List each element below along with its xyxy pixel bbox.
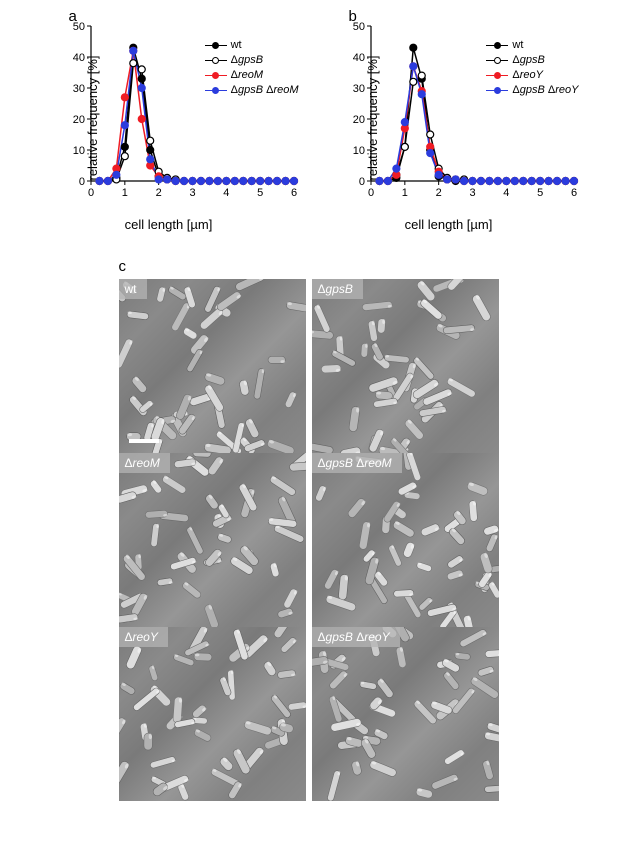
svg-text:3: 3 bbox=[469, 187, 475, 199]
svg-text:2: 2 bbox=[155, 187, 161, 199]
legend-item-wt: wt bbox=[205, 38, 299, 53]
svg-text:4: 4 bbox=[223, 187, 229, 199]
svg-text:30: 30 bbox=[72, 83, 84, 95]
sem-row: ΔreoY bbox=[119, 627, 499, 801]
svg-text:10: 10 bbox=[72, 145, 84, 157]
legend-a: wtΔgpsBΔreoMΔgpsB ΔreoM bbox=[205, 38, 299, 98]
svg-text:1: 1 bbox=[121, 187, 127, 199]
svg-text:10: 10 bbox=[352, 145, 364, 157]
chart-b-xlabel: cell length [µm] bbox=[405, 217, 493, 232]
svg-text:6: 6 bbox=[570, 187, 576, 199]
sem-bacteria-4 bbox=[119, 627, 306, 801]
svg-text:6: 6 bbox=[290, 187, 296, 199]
sem-grid: wt bbox=[119, 279, 499, 801]
scale-bar bbox=[129, 439, 159, 443]
legend-item-dreoY: ΔreoY bbox=[486, 68, 578, 83]
sem-bacteria-2 bbox=[119, 453, 306, 627]
svg-text:40: 40 bbox=[352, 52, 364, 64]
sem-label-1: ΔgpsB bbox=[312, 279, 363, 299]
legend-item-dgpsB: ΔgpsB bbox=[486, 53, 578, 68]
legend-item-dgpsB: ΔgpsB bbox=[205, 53, 299, 68]
chart-a-xlabel: cell length [µm] bbox=[125, 217, 213, 232]
svg-text:0: 0 bbox=[358, 176, 364, 188]
svg-text:50: 50 bbox=[72, 21, 84, 33]
legend-item-dreoM: ΔreoM bbox=[205, 68, 299, 83]
svg-text:1: 1 bbox=[401, 187, 407, 199]
sem-image-0: wt bbox=[119, 279, 306, 453]
sem-bacteria-3 bbox=[312, 453, 499, 627]
sem-image-5: ΔgpsB ΔreoY bbox=[312, 627, 499, 801]
svg-text:0: 0 bbox=[87, 187, 93, 199]
svg-text:4: 4 bbox=[503, 187, 509, 199]
svg-text:30: 30 bbox=[352, 83, 364, 95]
svg-text:0: 0 bbox=[367, 187, 373, 199]
sem-image-2: ΔreoM bbox=[119, 453, 306, 627]
sem-image-3: ΔgpsB ΔreoM bbox=[312, 453, 499, 627]
sem-image-1: ΔgpsB bbox=[312, 279, 499, 453]
svg-text:2: 2 bbox=[435, 187, 441, 199]
legend-item-dgpsBdreoY: ΔgpsB ΔreoY bbox=[486, 83, 578, 98]
chart-panel-a: a relative frequency [%] 010203040500123… bbox=[34, 8, 304, 228]
svg-text:40: 40 bbox=[72, 52, 84, 64]
sem-label-0: wt bbox=[119, 279, 147, 299]
sem-label-4: ΔreoY bbox=[119, 627, 168, 647]
legend-b: wtΔgpsBΔreoYΔgpsB ΔreoY bbox=[486, 38, 578, 98]
sem-label-3: ΔgpsB ΔreoM bbox=[312, 453, 402, 473]
svg-text:5: 5 bbox=[257, 187, 263, 199]
top-charts-row: a relative frequency [%] 010203040500123… bbox=[0, 0, 617, 228]
sem-label-5: ΔgpsB ΔreoY bbox=[312, 627, 400, 647]
svg-text:50: 50 bbox=[352, 21, 364, 33]
sem-row: ΔreoM bbox=[119, 453, 499, 627]
svg-text:3: 3 bbox=[189, 187, 195, 199]
panel-c-label: c bbox=[119, 258, 499, 275]
legend-item-wt: wt bbox=[486, 38, 578, 53]
sem-image-4: ΔreoY bbox=[119, 627, 306, 801]
legend-item-dgpsBdreoM: ΔgpsB ΔreoM bbox=[205, 83, 299, 98]
sem-images-section: c bbox=[0, 258, 617, 801]
sem-bacteria-1 bbox=[312, 279, 499, 453]
sem-bacteria-0 bbox=[119, 279, 306, 453]
svg-text:20: 20 bbox=[352, 114, 364, 126]
chart-panel-b: b relative frequency [%] 010203040500123… bbox=[314, 8, 584, 228]
svg-text:20: 20 bbox=[72, 114, 84, 126]
svg-text:0: 0 bbox=[78, 176, 84, 188]
sem-label-2: ΔreoM bbox=[119, 453, 170, 473]
sem-row: wt bbox=[119, 279, 499, 453]
svg-text:5: 5 bbox=[537, 187, 543, 199]
sem-bacteria-5 bbox=[312, 627, 499, 801]
